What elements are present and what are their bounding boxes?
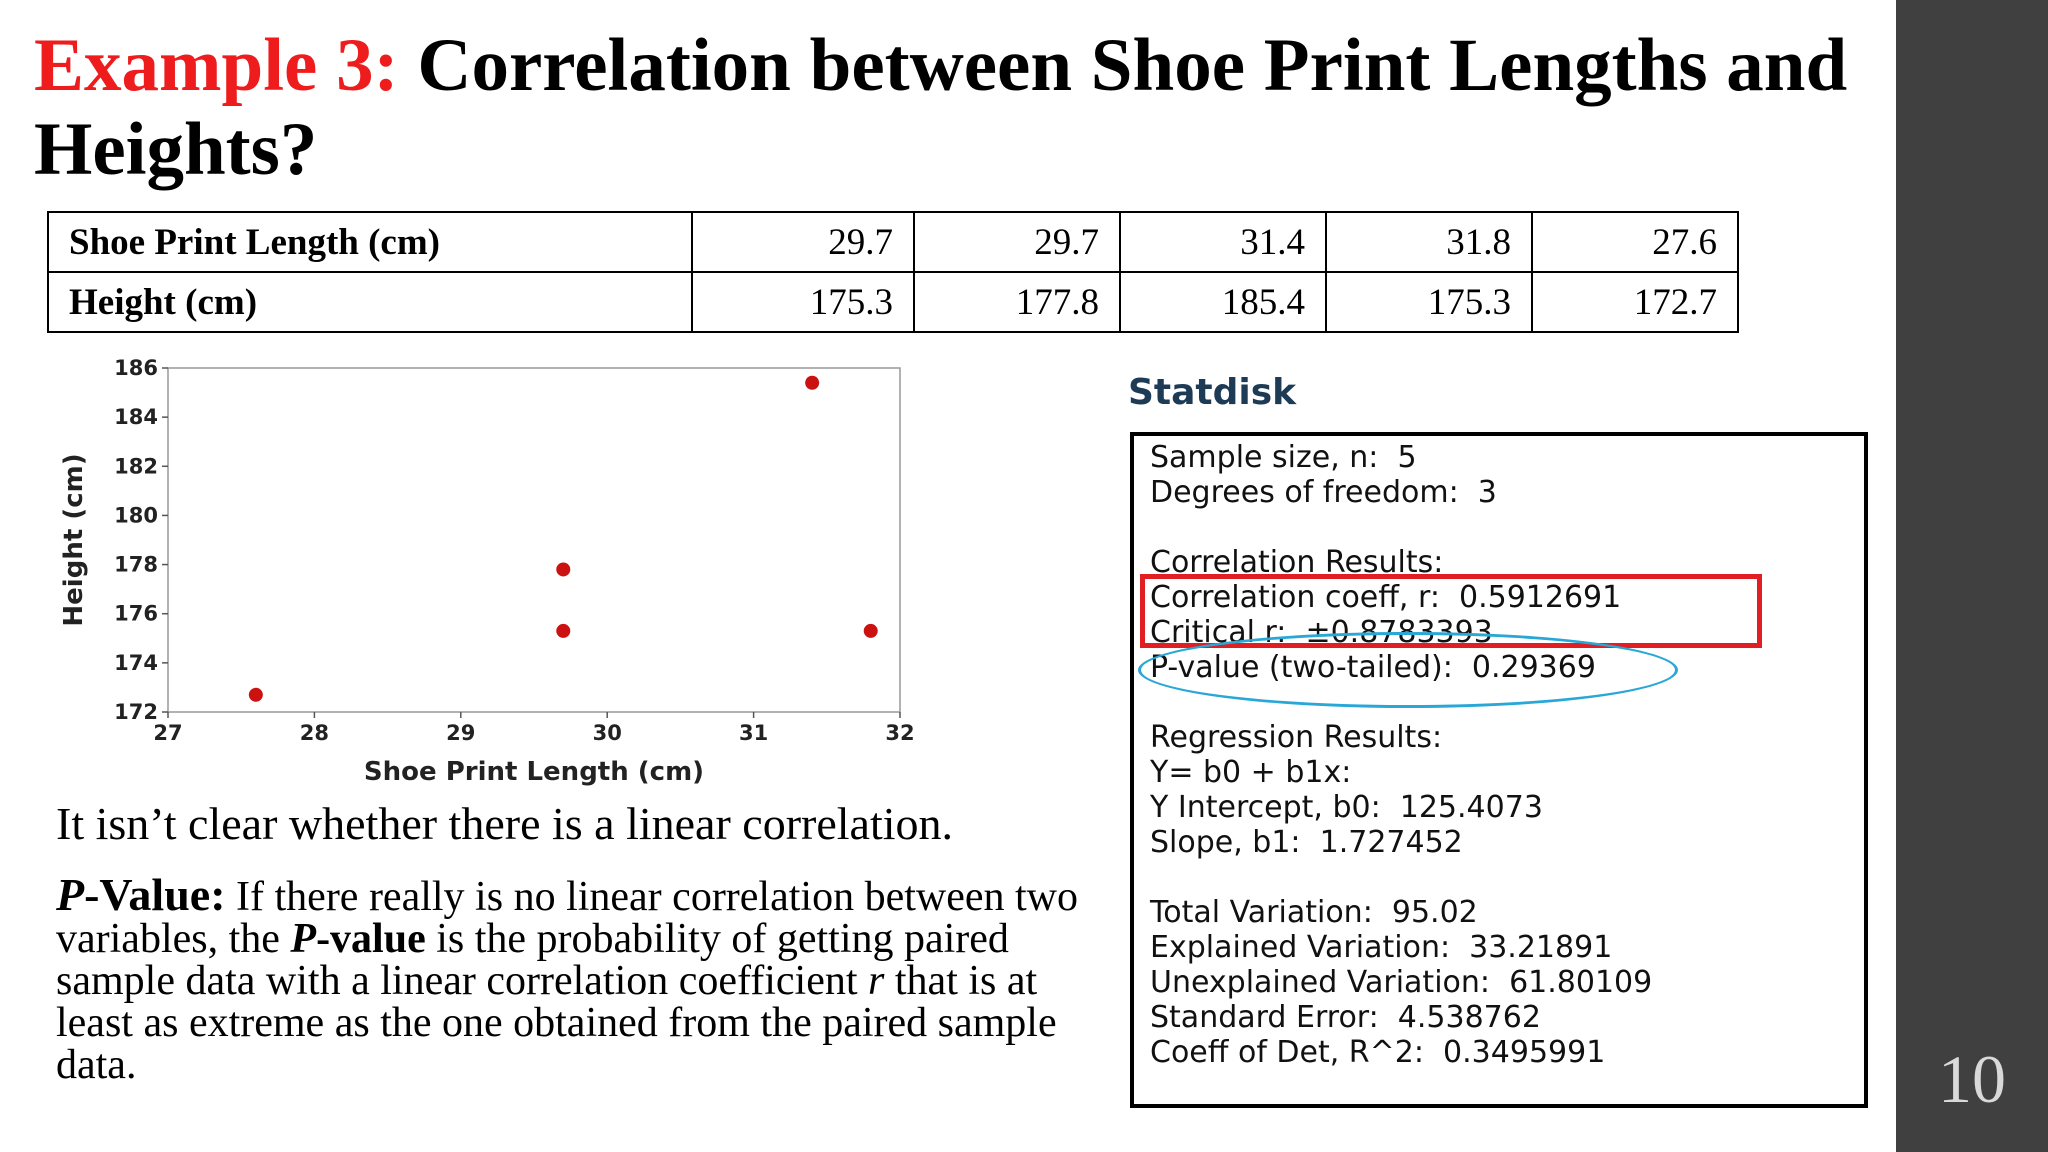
table-cell: 172.7 <box>1531 271 1739 333</box>
title-prefix: Example 3: <box>34 24 399 107</box>
title-main: Correlation between Shoe Print Lengths a… <box>34 24 1848 191</box>
para-p-italic: P <box>290 916 317 962</box>
blank-line <box>1150 860 1864 895</box>
table-cell: 29.7 <box>913 211 1121 273</box>
data-point <box>556 562 571 577</box>
table-cell: 175.3 <box>691 271 915 333</box>
statdisk-line: Correlation coeff, r: 0.5912691 <box>1150 580 1622 615</box>
statdisk-line: Total Variation: 95.02 <box>1150 895 1478 930</box>
y-tick-label: 172 <box>114 700 158 724</box>
statdisk-line: Degrees of freedom: 3 <box>1150 475 1497 510</box>
data-point <box>863 623 878 638</box>
table-cell: 29.7 <box>691 211 915 273</box>
pvalue-heading-p: P <box>56 869 85 920</box>
table-row-height: Height (cm) 175.3 177.8 185.4 175.3 172.… <box>47 271 1739 333</box>
x-tick-label: 29 <box>446 721 475 745</box>
y-axis-label: Height (cm) <box>59 453 89 626</box>
row-label: Shoe Print Length (cm) <box>47 211 693 273</box>
para-r-italic: r <box>868 958 885 1004</box>
pvalue-heading: P-Value: <box>56 869 226 920</box>
statdisk-line: Explained Variation: 33.21891 <box>1150 930 1613 965</box>
statdisk-line: Regression Results: <box>1150 720 1443 755</box>
para-part3: that is at least as extreme as the one o… <box>56 958 1057 1088</box>
y-tick-label: 174 <box>114 651 158 675</box>
statdisk-line: Slope, b1: 1.727452 <box>1150 825 1463 860</box>
x-tick-label: 32 <box>885 721 914 745</box>
y-tick-label: 178 <box>114 553 158 577</box>
statdisk-line: Y= b0 + b1x: <box>1150 755 1352 790</box>
y-tick-label: 186 <box>114 356 158 380</box>
data-table: Shoe Print Length (cm) 29.7 29.7 31.4 31… <box>47 211 1739 333</box>
pvalue-heading-rest: -Value: <box>84 869 226 920</box>
statdisk-line: Sample size, n: 5 <box>1150 440 1417 475</box>
para-part2: is the probability of getting paired sam… <box>56 916 1009 1004</box>
blank-line <box>1150 510 1864 545</box>
statdisk-output: Sample size, n: 5 Degrees of freedom: 3 Co… <box>1130 432 1868 1108</box>
x-tick-label: 28 <box>300 721 329 745</box>
y-tick-label: 184 <box>114 405 158 429</box>
pvalue-definition: P-Value: If there really is no linear co… <box>56 872 1096 1088</box>
table-cell: 31.4 <box>1119 211 1327 273</box>
table-cell: 31.8 <box>1325 211 1533 273</box>
highlight-ellipse <box>1138 632 1678 708</box>
data-point <box>556 623 571 638</box>
x-axis-label: Shoe Print Length (cm) <box>364 757 704 787</box>
para-p-rest: -value <box>316 916 426 962</box>
x-tick-label: 30 <box>593 721 622 745</box>
scatter-plot: 172 174 176 178 180 182 184 186 27 28 29 30 31 32 Shoe… <box>59 356 915 787</box>
y-tick-label: 176 <box>114 602 158 626</box>
statdisk-label: Statdisk <box>1128 372 1297 413</box>
row-label: Height (cm) <box>47 271 693 333</box>
y-tick-label: 180 <box>114 503 158 527</box>
x-tick-label: 31 <box>739 721 768 745</box>
statdisk-line: Unexplained Variation: 61.80109 <box>1150 965 1653 1000</box>
slide-title: Example 3: Correlation between Shoe Prin… <box>34 24 1874 192</box>
x-tick-label: 27 <box>153 721 182 745</box>
para-part1: If there really is no linear correlation… <box>56 874 1078 962</box>
table-cell: 27.6 <box>1531 211 1739 273</box>
statdisk-line: Standard Error: 4.538762 <box>1150 1000 1541 1035</box>
y-tick-label: 182 <box>114 454 158 478</box>
table-cell: 175.3 <box>1325 271 1533 333</box>
data-point <box>248 687 263 702</box>
body-text: It isn’t clear whether there is a linear… <box>56 796 1096 1086</box>
statdisk-line: Y Intercept, b0: 125.4073 <box>1150 790 1543 825</box>
slide-sidebar <box>1896 0 2048 1152</box>
data-point <box>805 375 820 390</box>
table-row-shoe: Shoe Print Length (cm) 29.7 29.7 31.4 31… <box>47 211 1739 273</box>
observation-text: It isn’t clear whether there is a linear… <box>56 798 954 849</box>
statdisk-line: Coeff of Det, R^2: 0.3495991 <box>1150 1035 1606 1070</box>
slide-number: 10 <box>1938 1041 2006 1117</box>
table-cell: 177.8 <box>913 271 1121 333</box>
plot-frame <box>167 367 901 713</box>
table-cell: 185.4 <box>1119 271 1327 333</box>
